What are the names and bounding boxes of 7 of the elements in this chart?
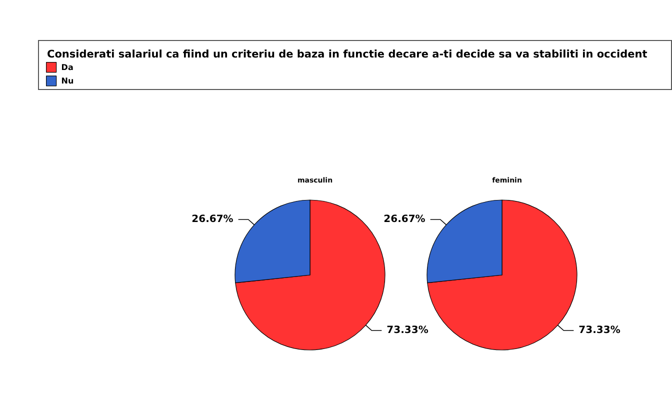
data-label: 73.33%: [578, 325, 620, 336]
data-label: 73.33%: [386, 325, 428, 336]
data-label: 26.67%: [192, 214, 234, 225]
legend-label: Nu: [61, 76, 74, 86]
legend-title: Considerati salariul ca fiind un criteriu de baza in functie decare a-ti decide sa va stabiliti in occident: [47, 48, 648, 60]
data-label: 26.67%: [384, 214, 426, 225]
legend-label: Da: [61, 62, 74, 72]
